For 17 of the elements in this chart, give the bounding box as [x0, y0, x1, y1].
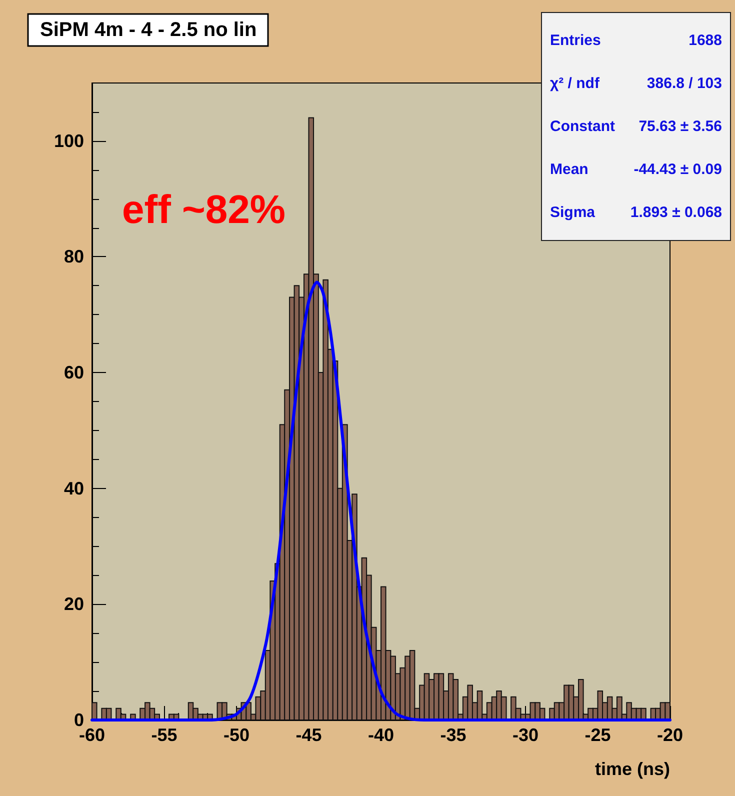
stats-box: Entries 1688 χ² / ndf 386.8 / 103 Constant 75.63 ± 3.56 Mean -44.43 ± 0.09 Sigma 1.893 ± 0.068 [541, 12, 731, 241]
x-tick-label: -35 [440, 725, 466, 745]
x-tick-label: -20 [656, 725, 684, 745]
x-tick-label: -40 [368, 725, 394, 745]
x-tick-label: -25 [584, 725, 611, 745]
y-tick-label: 60 [64, 362, 84, 383]
annotation: eff ~82% [122, 188, 286, 232]
chart-title: SiPM 4m - 4 - 2.5 no lin [40, 19, 257, 41]
x-axis-title: time (ns) [594, 759, 670, 779]
y-tick-label: 40 [64, 478, 84, 498]
x-tick-label: -45 [296, 725, 322, 745]
y-tick-label: 100 [54, 130, 84, 151]
x-tick-label: -30 [512, 725, 539, 745]
x-tick-label: -55 [151, 725, 178, 745]
y-tick-label: 80 [64, 246, 84, 267]
x-tick-label: -50 [223, 725, 250, 745]
y-tick-label: 20 [64, 594, 84, 614]
